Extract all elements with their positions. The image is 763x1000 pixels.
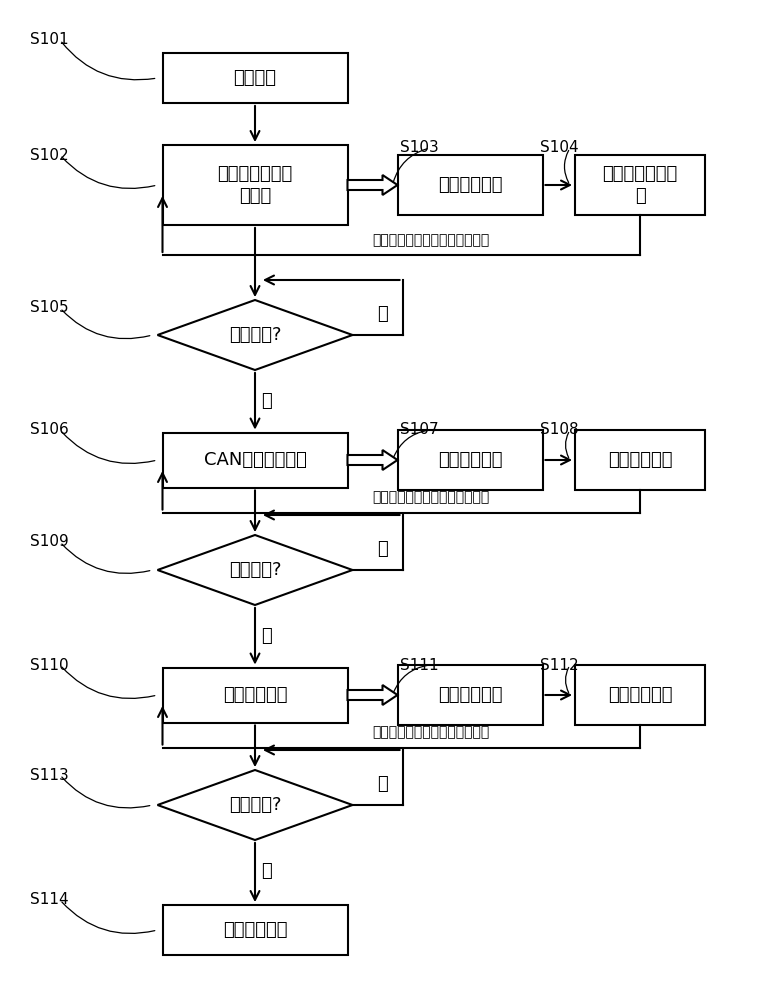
Bar — [398, 665, 542, 725]
Text: 是: 是 — [262, 862, 272, 880]
Text: 输入输出电气参
数测试: 输入输出电气参 数测试 — [217, 165, 293, 205]
Text: 否: 否 — [378, 540, 388, 558]
Bar — [575, 430, 705, 490]
Text: S106: S106 — [30, 422, 69, 438]
Text: S111: S111 — [400, 658, 439, 672]
Text: S109: S109 — [30, 534, 69, 550]
Text: 返回测试数据及测试完成标志位: 返回测试数据及测试完成标志位 — [372, 490, 490, 504]
Text: 测试命令解包: 测试命令解包 — [438, 176, 502, 194]
Text: S114: S114 — [30, 892, 69, 908]
Text: S102: S102 — [30, 147, 69, 162]
Polygon shape — [347, 685, 398, 705]
Text: S107: S107 — [400, 422, 439, 438]
Polygon shape — [347, 450, 398, 470]
Text: CAN通讯功能测试: CAN通讯功能测试 — [204, 451, 307, 469]
Bar — [575, 155, 705, 215]
Text: S105: S105 — [30, 300, 69, 316]
Polygon shape — [347, 175, 398, 195]
Text: S113: S113 — [30, 768, 69, 782]
Text: 存储功能测试: 存储功能测试 — [223, 686, 287, 704]
Text: 执行电气参数测
试: 执行电气参数测 试 — [602, 165, 678, 205]
Text: 测试命令解包: 测试命令解包 — [438, 686, 502, 704]
Polygon shape — [157, 535, 353, 605]
Text: S110: S110 — [30, 658, 69, 672]
Bar — [163, 668, 347, 722]
Bar — [398, 155, 542, 215]
Polygon shape — [157, 770, 353, 840]
Text: S112: S112 — [540, 658, 578, 672]
Text: S104: S104 — [540, 140, 578, 155]
Bar — [163, 53, 347, 103]
Text: 测试完成?: 测试完成? — [229, 561, 282, 579]
Bar — [163, 905, 347, 955]
Text: 测试完成?: 测试完成? — [229, 796, 282, 814]
Text: S101: S101 — [30, 32, 69, 47]
Text: 执行通讯测试: 执行通讯测试 — [608, 451, 672, 469]
Text: 否: 否 — [378, 305, 388, 323]
Text: 测试命令解包: 测试命令解包 — [438, 451, 502, 469]
Bar — [398, 430, 542, 490]
Text: 是: 是 — [262, 627, 272, 645]
Bar — [163, 145, 347, 225]
Bar — [575, 665, 705, 725]
Text: 测试完成?: 测试完成? — [229, 326, 282, 344]
Text: 测试报告生成: 测试报告生成 — [223, 921, 287, 939]
Text: 执行存储测试: 执行存储测试 — [608, 686, 672, 704]
Text: 开始测试: 开始测试 — [233, 69, 276, 87]
Bar — [163, 432, 347, 488]
Text: S103: S103 — [400, 140, 439, 155]
Text: 是: 是 — [262, 392, 272, 410]
Text: 返回测试数据及测试完成标志位: 返回测试数据及测试完成标志位 — [372, 726, 490, 740]
Polygon shape — [157, 300, 353, 370]
Text: 否: 否 — [378, 775, 388, 793]
Text: S108: S108 — [540, 422, 578, 438]
Text: 返回测试数据及测试完成标志位: 返回测试数据及测试完成标志位 — [372, 233, 490, 247]
